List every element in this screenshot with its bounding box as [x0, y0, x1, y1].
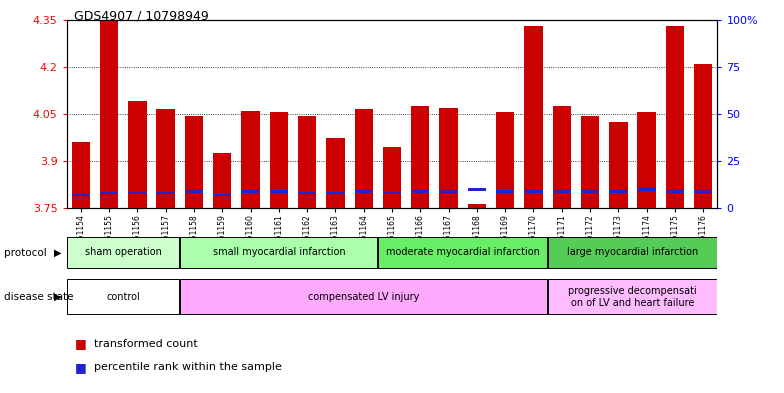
Bar	[439, 108, 458, 208]
Bar	[100, 192, 118, 195]
Text: disease state: disease state	[4, 292, 74, 302]
Bar	[213, 194, 231, 196]
Text: progressive decompensati
on of LV and heart failure: progressive decompensati on of LV and he…	[568, 286, 697, 307]
Bar	[241, 190, 260, 193]
Bar	[694, 190, 713, 193]
Bar	[180, 279, 547, 314]
Text: percentile rank within the sample: percentile rank within the sample	[94, 362, 282, 373]
Text: sham operation: sham operation	[85, 247, 162, 257]
Text: control: control	[107, 292, 140, 302]
Bar	[71, 194, 90, 196]
Bar	[128, 101, 147, 208]
Bar	[553, 106, 571, 208]
Bar	[496, 190, 514, 193]
Bar	[581, 190, 599, 193]
Bar	[67, 237, 180, 268]
Bar	[157, 192, 175, 195]
Bar	[383, 192, 401, 195]
Bar	[213, 153, 231, 208]
Bar	[185, 190, 203, 193]
Bar	[548, 237, 717, 268]
Bar	[609, 190, 627, 193]
Bar	[666, 26, 684, 208]
Text: transformed count: transformed count	[94, 339, 198, 349]
Bar	[637, 188, 656, 191]
Bar	[524, 26, 543, 208]
Text: moderate myocardial infarction: moderate myocardial infarction	[386, 247, 539, 257]
Bar	[496, 112, 514, 208]
Bar	[326, 192, 345, 195]
Text: GDS4907 / 10798949: GDS4907 / 10798949	[74, 10, 209, 23]
Bar	[241, 111, 260, 208]
Bar	[326, 138, 345, 208]
Bar	[270, 190, 288, 193]
Bar	[609, 122, 627, 208]
Text: compensated LV injury: compensated LV injury	[308, 292, 419, 302]
Text: protocol: protocol	[4, 248, 47, 257]
Bar	[298, 116, 316, 208]
Bar	[100, 17, 118, 208]
Bar	[67, 279, 180, 314]
Text: ■: ■	[74, 361, 86, 374]
Bar	[354, 109, 373, 208]
Bar	[666, 190, 684, 193]
Bar	[411, 190, 430, 193]
Bar	[383, 147, 401, 208]
Text: ▶: ▶	[53, 248, 61, 257]
Bar	[637, 112, 656, 208]
Bar	[71, 142, 90, 208]
Bar	[553, 190, 571, 193]
Bar	[581, 116, 599, 208]
Bar	[298, 192, 316, 195]
Bar	[468, 204, 486, 208]
Bar	[354, 190, 373, 193]
Bar	[694, 64, 713, 208]
Bar	[185, 116, 203, 208]
Text: small myocardial infarction: small myocardial infarction	[212, 247, 345, 257]
Bar	[548, 279, 717, 314]
Bar	[157, 109, 175, 208]
Bar	[524, 190, 543, 193]
Text: ▶: ▶	[53, 292, 61, 302]
Bar	[180, 237, 377, 268]
Bar	[411, 106, 430, 208]
Bar	[270, 112, 288, 208]
Bar	[468, 188, 486, 191]
Text: ■: ■	[74, 337, 86, 351]
Bar	[379, 237, 547, 268]
Bar	[128, 192, 147, 195]
Bar	[439, 190, 458, 193]
Text: large myocardial infarction: large myocardial infarction	[567, 247, 698, 257]
